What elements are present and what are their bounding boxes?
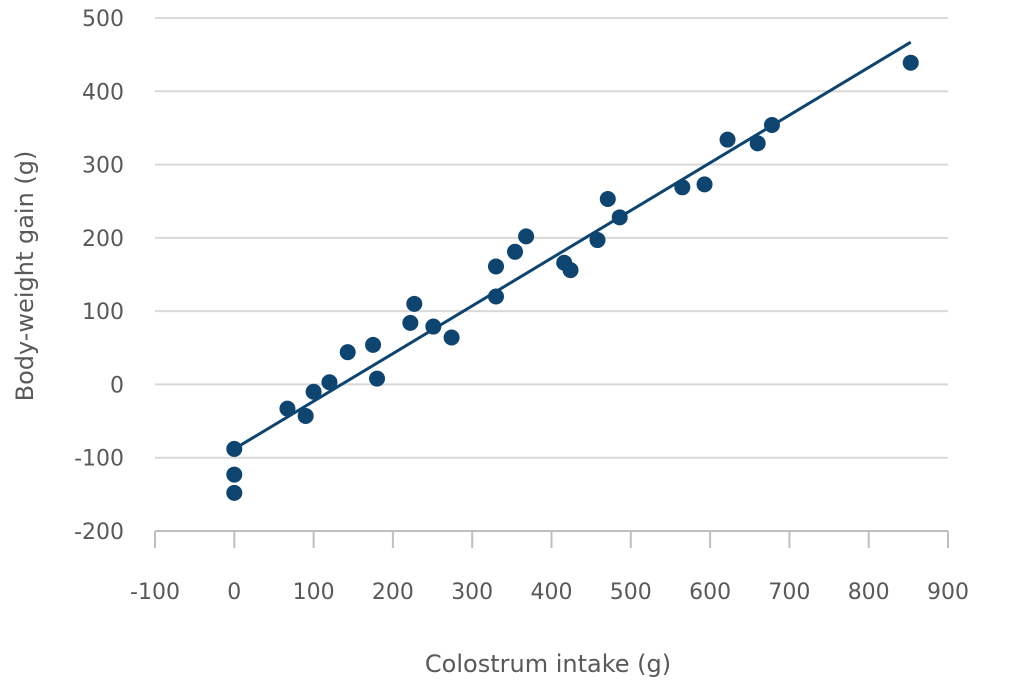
x-tick-label: 300 <box>451 580 493 605</box>
data-point <box>226 440 243 457</box>
y-axis-title: Body-weight gain (g) <box>11 151 39 402</box>
x-tick-label: 200 <box>372 580 414 605</box>
data-point <box>696 176 713 193</box>
data-point <box>226 466 243 483</box>
x-tick-label: -100 <box>130 580 180 605</box>
y-tick-label: 400 <box>82 80 124 105</box>
x-axis: -100 0 100 200 300 400 500 600 700 800 900 <box>130 530 969 605</box>
x-tick-label: 400 <box>531 580 573 605</box>
data-point <box>487 258 504 275</box>
data-point <box>369 370 386 387</box>
data-point <box>487 288 504 305</box>
y-tick-label: 300 <box>82 154 124 179</box>
data-points <box>226 54 919 501</box>
data-point <box>365 336 382 353</box>
y-tick-label: -200 <box>74 520 124 545</box>
x-tick-label: 500 <box>610 580 652 605</box>
trendline <box>233 40 912 451</box>
y-tick-label: -100 <box>74 447 124 472</box>
data-point <box>443 329 460 346</box>
data-point <box>611 209 628 226</box>
data-point <box>406 295 423 312</box>
gridlines <box>155 17 948 459</box>
y-axis-tick-labels: 500 400 300 200 100 0 -100 -200 <box>74 7 124 545</box>
data-point <box>226 484 243 501</box>
data-point <box>425 318 442 335</box>
y-tick-label: 200 <box>82 227 124 252</box>
data-point <box>562 262 579 279</box>
x-tick-label: 800 <box>848 580 890 605</box>
y-tick-label: 0 <box>110 373 124 398</box>
trendline-group <box>233 40 912 451</box>
data-point <box>518 228 535 245</box>
x-tick-label: 700 <box>768 580 810 605</box>
data-point <box>719 131 736 148</box>
data-point <box>902 54 919 71</box>
data-point <box>321 374 338 391</box>
data-point <box>599 191 616 208</box>
y-tick-label: 500 <box>82 7 124 32</box>
y-tick-label: 100 <box>82 300 124 325</box>
x-tick-label: 600 <box>689 580 731 605</box>
data-point <box>402 314 419 331</box>
x-tick-label: 100 <box>293 580 335 605</box>
x-tick-label: 900 <box>927 580 969 605</box>
data-point <box>305 383 322 400</box>
data-point <box>297 407 314 424</box>
data-point <box>763 116 780 133</box>
data-point <box>339 344 356 361</box>
x-tick-label: 0 <box>227 580 241 605</box>
data-point <box>279 400 296 417</box>
data-point <box>589 232 606 249</box>
data-point <box>507 243 524 260</box>
data-point <box>674 179 691 196</box>
x-axis-title: Colostrum intake (g) <box>425 650 671 678</box>
data-point <box>749 135 766 152</box>
